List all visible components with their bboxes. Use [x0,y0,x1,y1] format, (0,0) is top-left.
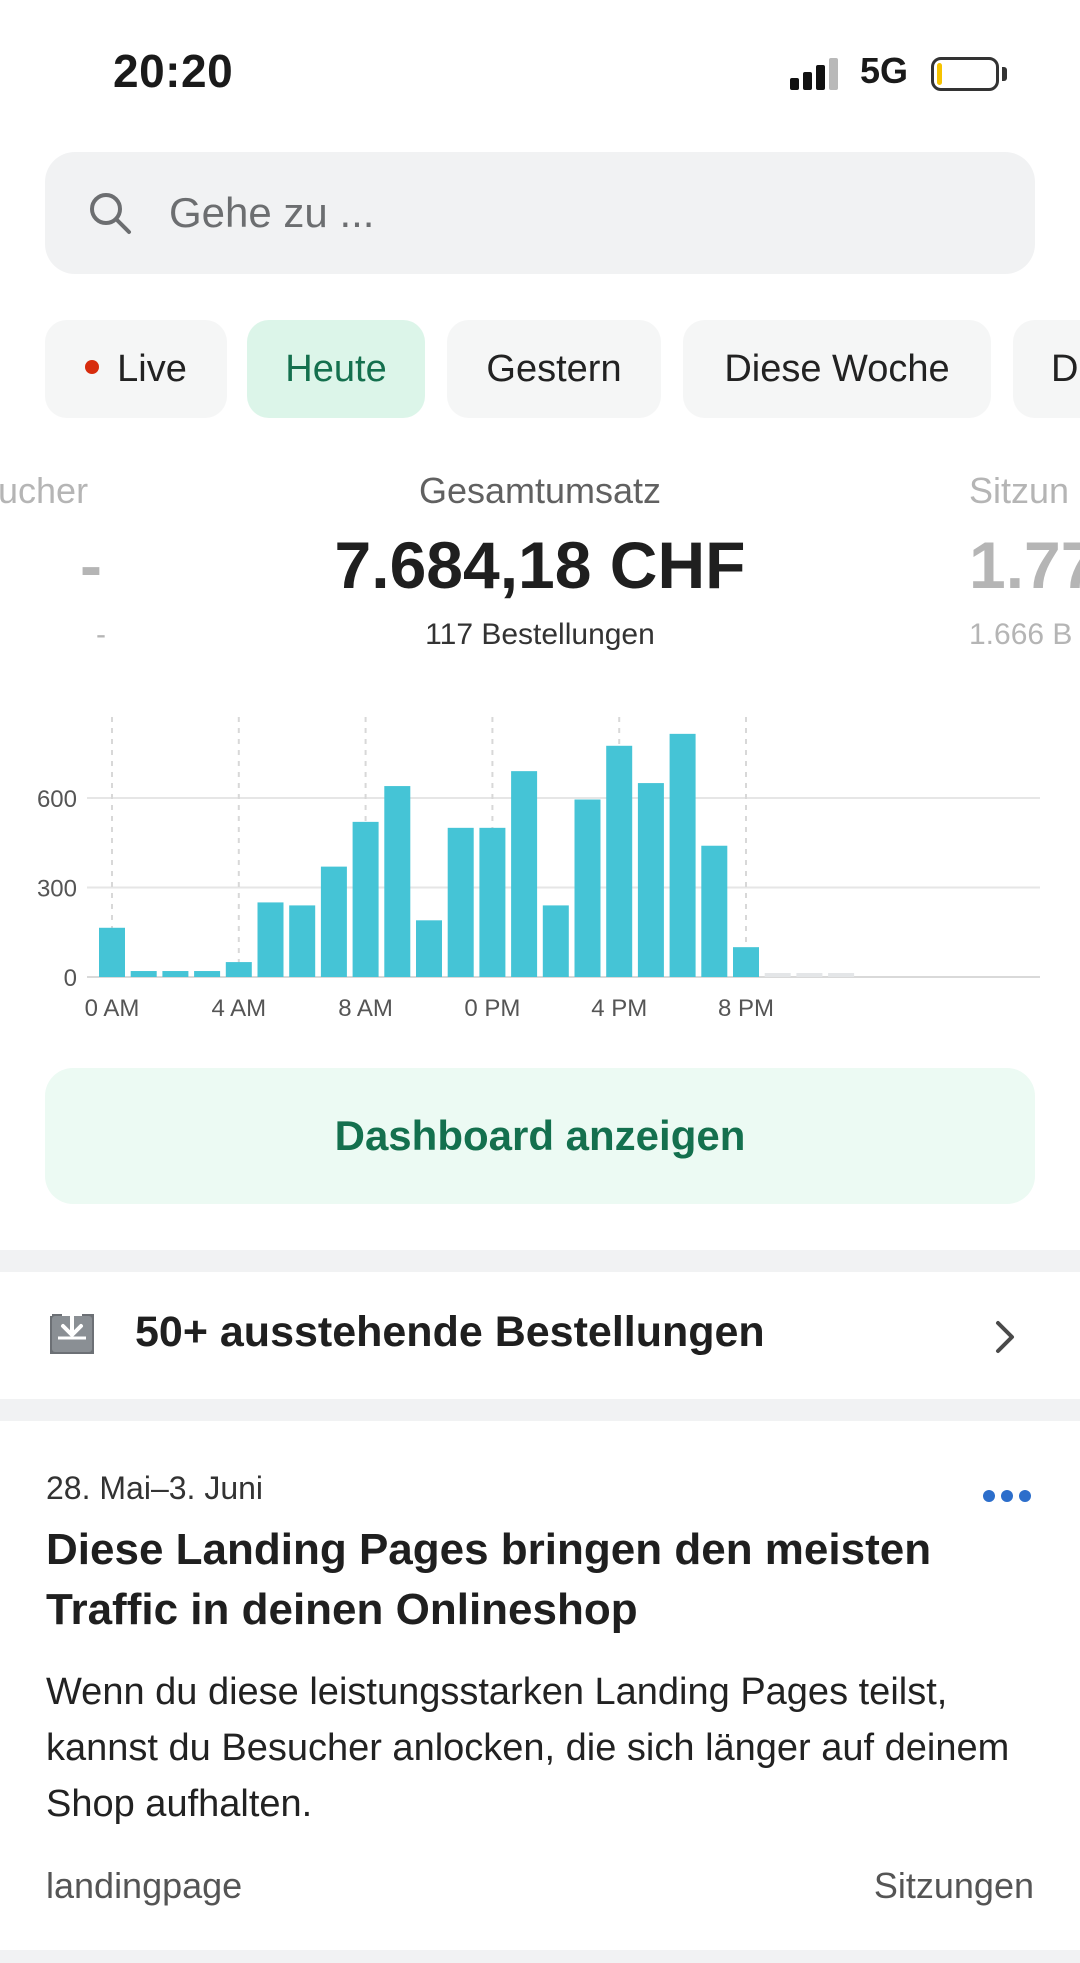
metric-sessions-sub: 1.666 B [969,618,1073,651]
chart-bar[interactable] [225,962,252,977]
status-time: 20:20 [113,45,234,97]
tab-more[interactable]: D [1013,320,1080,418]
chart-bar[interactable] [606,745,633,977]
view-dashboard-button[interactable]: Dashboard anzeigen [45,1068,1035,1204]
search-icon [90,193,131,234]
chart-bar[interactable] [764,973,791,977]
search-bar[interactable] [45,152,1035,274]
chart-bar[interactable] [637,783,664,977]
chart-x-tick-label: 0 AM [85,995,140,1022]
tab-live[interactable]: Live [45,320,227,418]
chart-bar[interactable] [733,947,759,977]
chart-x-tick-label: 8 AM [338,995,393,1022]
chart-bar[interactable] [574,799,601,977]
chart-bar[interactable] [796,973,823,977]
chart-bar[interactable] [352,821,379,977]
metric-sessions-label: Sitzun [969,470,1070,511]
metric-sales-sub: 117 Bestellungen [425,618,655,651]
live-dot-icon [85,359,100,374]
battery-icon [931,57,999,91]
date-range-tabs: Live Heute Gestern Diese Woche D [45,320,1080,418]
chart-x-tick-label: 4 PM [591,995,647,1022]
chart-bar[interactable] [257,902,284,977]
chart-bar[interactable] [99,927,125,977]
chart-x-tick-label: 4 AM [211,995,266,1022]
chevron-right-icon [996,1321,1014,1353]
metric-sales-value: 7.684,18 CHF [334,528,746,602]
tab-yesterday[interactable]: Gestern [447,320,661,418]
metric-sessions-value: 1.77 [969,528,1080,602]
chart-bar[interactable] [542,905,569,977]
section-divider [0,1399,1080,1421]
tab-more-label: D [1051,348,1079,390]
chart-bar[interactable] [479,827,506,977]
chart-y-tick-label: 0 [64,965,77,992]
chart-bar[interactable] [130,971,157,977]
chart-x-tick-label: 8 PM [718,995,774,1022]
search-input[interactable] [169,182,989,244]
bottom-divider [0,1950,1080,1963]
chart-bar[interactable] [701,845,728,977]
chart-bar[interactable] [289,905,316,977]
insight-title: Diese Landing Pages bringen den meisten … [46,1525,932,1634]
chart-x-tick-label: 0 PM [464,995,520,1022]
tab-today-label: Heute [285,348,387,390]
chart-bar[interactable] [447,827,474,977]
sales-bar-chart: 0 300 600 0 AM 4 AM 8 AM 0 PM 4 PM 8 PM [37,717,1040,1022]
metric-visitors-sub: - [96,618,106,651]
chart-bar[interactable] [511,771,538,977]
inbox-download-icon [50,1310,94,1354]
insight-body: Wenn du diese leistungsstarken Landing P… [46,1671,1010,1825]
chart-bar[interactable] [828,973,855,977]
section-divider [0,1250,1080,1272]
tab-live-label: Live [117,348,187,390]
chart-y-tick-label: 300 [37,876,77,903]
chart-bar[interactable] [416,920,442,977]
tab-today[interactable]: Heute [247,320,425,418]
pending-orders-row[interactable]: 50+ ausstehende Bestellungen [0,1273,1080,1399]
pending-orders-label: 50+ ausstehende Bestellungen [135,1308,765,1356]
chart-bar[interactable] [162,971,189,977]
chart-bar[interactable] [384,786,411,977]
chart-bar[interactable] [320,866,347,977]
tab-this-week-label: Diese Woche [724,348,950,390]
insight-date-range: 28. Mai–3. Juni [46,1470,264,1506]
signal-bars-icon [790,58,842,90]
insight-column-landingpage: landingpage [46,1865,243,1906]
insight-column-sessions: Sitzungen [873,1865,1034,1906]
metric-visitors-label: ucher [0,470,89,511]
metric-visitors-value: - [80,528,102,602]
status-bar: 20:20 5G [0,0,1080,140]
battery-cap [1002,67,1007,81]
chart-bar[interactable] [194,971,221,977]
tab-yesterday-label: Gestern [486,348,622,390]
network-label: 5G [860,50,909,91]
more-options-icon[interactable] [983,1490,1031,1504]
metric-sales-label: Gesamtumsatz [418,470,662,511]
chart-y-tick-label: 600 [37,786,77,813]
chart-bar[interactable] [669,733,696,977]
tab-this-week[interactable]: Diese Woche [683,320,991,418]
